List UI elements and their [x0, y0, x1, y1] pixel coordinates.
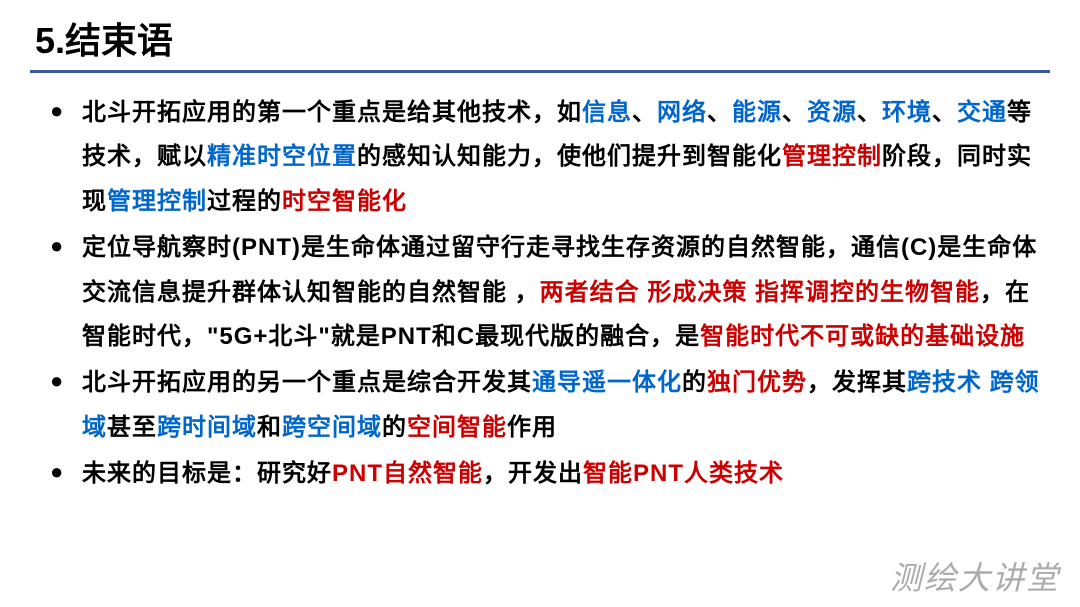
text-segment: 精准时空位置	[207, 143, 357, 170]
bullet-item-3: 未来的目标是：研究好PNT自然智能，开发出智能PNT人类技术	[50, 452, 1050, 496]
text-segment: 资源	[807, 99, 857, 126]
text-segment: 、	[857, 99, 882, 126]
text-segment: 作用	[507, 414, 557, 441]
text-segment: 管理控制	[782, 143, 882, 170]
text-segment: 过程的	[207, 188, 282, 215]
text-segment: 的感知认知能力，使他们提升到智能化	[357, 143, 782, 170]
text-segment: 网络	[657, 99, 707, 126]
text-segment: 两者结合 形成决策 指挥调控的生物智能	[540, 279, 980, 306]
title-underline	[30, 70, 1050, 73]
text-segment: 智能时代不可或缺的基础设施	[700, 323, 1025, 350]
text-segment: 、	[632, 99, 657, 126]
text-segment: 信息	[582, 99, 632, 126]
text-segment: 环境	[882, 99, 932, 126]
text-segment: 空间智能	[407, 414, 507, 441]
bullet-item-2: 北斗开拓应用的另一个重点是综合开发其通导遥一体化的独门优势，发挥其跨技术 跨领域…	[50, 361, 1050, 450]
text-segment: 、	[707, 99, 732, 126]
watermark: 测绘大讲堂	[890, 553, 1060, 599]
text-segment: 管理控制	[107, 188, 207, 215]
text-segment: 甚至	[107, 414, 157, 441]
text-segment: ，开发出	[483, 460, 583, 487]
text-segment: ，发挥其	[807, 369, 907, 396]
text-segment: 通导遥一体化	[532, 369, 682, 396]
text-segment: 北斗开拓应用的第一个重点是给其他技术，如	[82, 99, 582, 126]
bullet-list: 北斗开拓应用的第一个重点是给其他技术，如信息、网络、能源、资源、环境、交通等技术…	[30, 91, 1050, 497]
text-segment: 智能PNT人类技术	[583, 460, 784, 487]
text-segment: 跨空间域	[282, 414, 382, 441]
text-segment: 北斗开拓应用的另一个重点是综合开发其	[82, 369, 532, 396]
text-segment: 未来的目标是：研究好	[82, 460, 332, 487]
text-segment: 、	[782, 99, 807, 126]
text-segment: 的	[382, 414, 407, 441]
bullet-item-0: 北斗开拓应用的第一个重点是给其他技术，如信息、网络、能源、资源、环境、交通等技术…	[50, 91, 1050, 224]
text-segment: 的	[682, 369, 707, 396]
text-segment: 跨时间域	[157, 414, 257, 441]
text-segment: 、	[932, 99, 957, 126]
bullet-item-1: 定位导航察时(PNT)是生命体通过留守行走寻找生存资源的自然智能，通信(C)是生…	[50, 226, 1050, 359]
slide-title: 5.结束语	[30, 12, 1050, 64]
text-segment: 能源	[732, 99, 782, 126]
text-segment: 时空智能化	[282, 188, 407, 215]
text-segment: 和	[257, 414, 282, 441]
slide-container: 5.结束语 北斗开拓应用的第一个重点是给其他技术，如信息、网络、能源、资源、环境…	[0, 0, 1080, 519]
text-segment: 交通	[957, 99, 1007, 126]
text-segment: 独门优势	[707, 369, 807, 396]
text-segment: PNT自然智能	[332, 460, 483, 487]
